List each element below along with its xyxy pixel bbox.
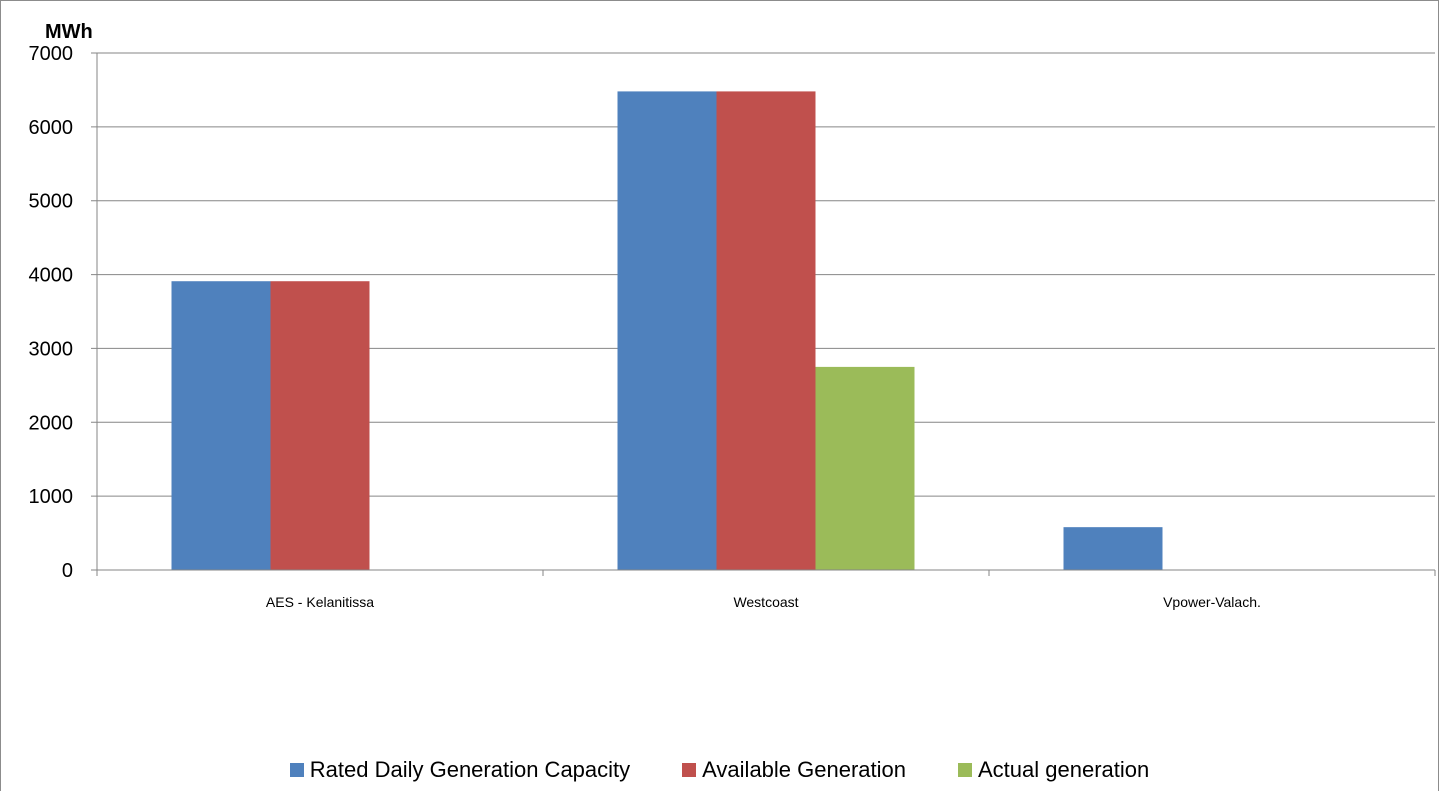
legend-label: Actual generation	[978, 757, 1150, 782]
legend-item: Rated Daily Generation Capacity	[289, 757, 631, 783]
y-tick-label: 1000	[29, 486, 74, 508]
legend-swatch	[682, 763, 697, 777]
y-axis-unit-label: MWh	[45, 21, 93, 43]
legend-label: Available Generation	[702, 757, 906, 782]
legend-label: Rated Daily Generation Capacity	[309, 757, 631, 782]
bars	[171, 91, 1163, 571]
legend-item: Actual generation	[958, 757, 1149, 783]
y-tick-label: 4000	[29, 265, 74, 287]
bar-1-1	[171, 281, 271, 570]
bar-3-1	[1063, 527, 1163, 570]
bar-2-2	[716, 91, 816, 571]
y-tick-label: 0	[62, 560, 73, 582]
y-tick-label: 2000	[29, 412, 74, 434]
y-tick-label: 3000	[29, 338, 74, 360]
bar-2-1	[617, 91, 717, 571]
legend-item: Available Generation	[682, 757, 906, 783]
legend-swatch	[289, 763, 304, 777]
legend-swatch	[958, 763, 972, 777]
y-tick-label: 6000	[29, 117, 74, 139]
y-tick-label: 5000	[29, 191, 74, 213]
x-tick-label: AES - Kelanitissa	[266, 594, 374, 610]
bar-2-3	[815, 366, 915, 570]
y-tick-label: 7000	[29, 43, 74, 65]
x-tick-label: Vpower-Valach.	[1163, 594, 1261, 610]
x-tick-label: Westcoast	[733, 594, 798, 610]
axes: 0 1000 2000 3000 4000 5000 6000 7000 AES - Kelan…	[29, 43, 1436, 610]
bar-1-2	[270, 281, 370, 570]
legend: Rated Daily Generation Capacity Available…	[0, 752, 1439, 788]
